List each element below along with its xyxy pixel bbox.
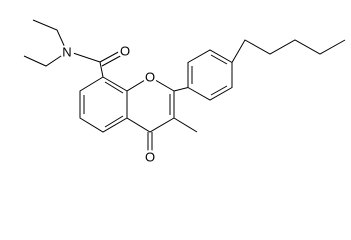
label-bg: [143, 70, 157, 84]
atom-label: O: [120, 44, 130, 59]
page: N O O O (() => { const data = JSON.parse…: [23, 19, 346, 165]
phenyl-ring: [187, 49, 233, 101]
double-bond: [210, 54, 228, 65]
label-bg: [60, 45, 74, 59]
double-bond: [104, 81, 124, 94]
pyran-ring: [126, 76, 175, 133]
aryl-bond: [173, 87, 189, 92]
label-bg: [118, 44, 132, 58]
label-bg: [143, 150, 157, 164]
bonds: [23, 19, 346, 152]
double-bond: [104, 115, 124, 128]
ethyl: [23, 51, 68, 67]
atom-label: N: [62, 45, 71, 60]
amide-bond: [99, 61, 104, 78]
amide-bond: [69, 51, 101, 63]
double-bond: [210, 85, 228, 96]
ethyl: [32, 19, 68, 53]
structure: N O O O: [23, 19, 346, 165]
atom-labels: N O O O: [60, 44, 157, 165]
atom-label: O: [145, 150, 155, 165]
pentyl: [231, 39, 346, 63]
atom-label: O: [145, 70, 155, 85]
methyl-bond: [173, 117, 198, 133]
benzo-ring: [79, 76, 128, 133]
